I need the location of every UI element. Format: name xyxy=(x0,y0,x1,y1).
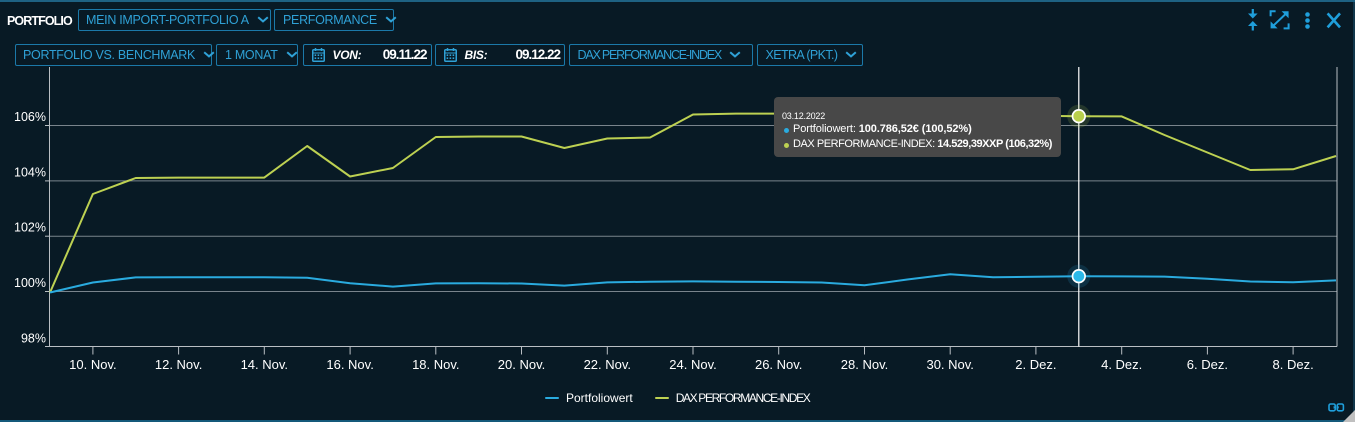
svg-text:102%: 102% xyxy=(14,221,46,235)
svg-text:22. Nov.: 22. Nov. xyxy=(584,357,631,372)
svg-text:100%: 100% xyxy=(14,276,46,290)
svg-text:16. Nov.: 16. Nov. xyxy=(326,357,373,372)
svg-text:4. Dez.: 4. Dez. xyxy=(1101,357,1142,372)
svg-text:12. Nov.: 12. Nov. xyxy=(155,357,202,372)
svg-text:18. Nov.: 18. Nov. xyxy=(412,357,459,372)
svg-text:26. Nov.: 26. Nov. xyxy=(755,357,802,372)
svg-text:24. Nov.: 24. Nov. xyxy=(669,357,716,372)
svg-text:106%: 106% xyxy=(14,110,46,124)
svg-text:20. Nov.: 20. Nov. xyxy=(498,357,545,372)
svg-text:8. Dez.: 8. Dez. xyxy=(1273,357,1314,372)
svg-text:98%: 98% xyxy=(21,331,46,345)
svg-text:14. Nov.: 14. Nov. xyxy=(241,357,288,372)
svg-text:104%: 104% xyxy=(14,165,46,179)
svg-text:2. Dez.: 2. Dez. xyxy=(1015,357,1056,372)
svg-text:28. Nov.: 28. Nov. xyxy=(841,357,888,372)
svg-text:6. Dez.: 6. Dez. xyxy=(1187,357,1228,372)
svg-text:10. Nov.: 10. Nov. xyxy=(69,357,116,372)
svg-text:30. Nov.: 30. Nov. xyxy=(926,357,973,372)
